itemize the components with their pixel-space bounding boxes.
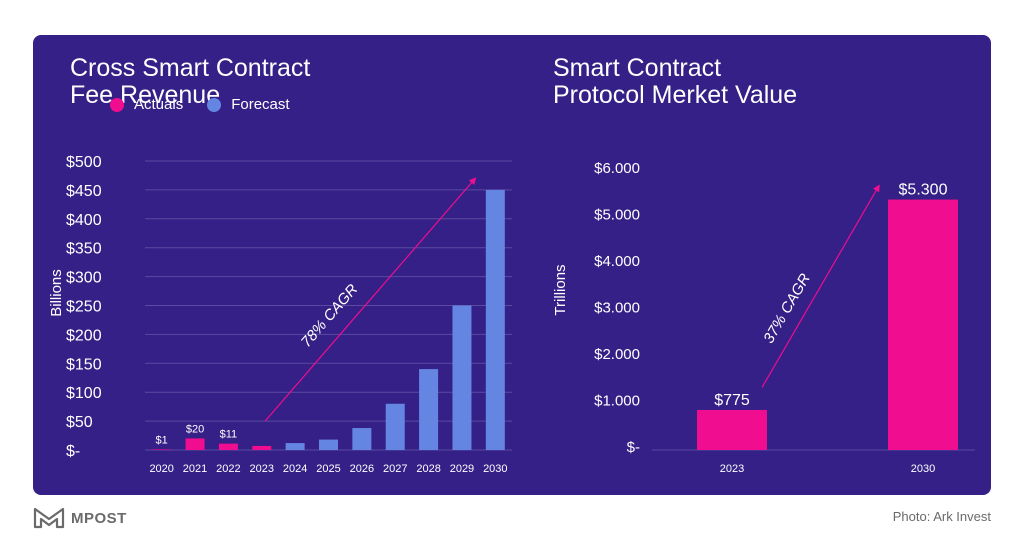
left-ytick-label: $200 [66,327,102,344]
legend-item-actuals: Actuals [110,96,183,113]
left-xtick-label: 2024 [283,463,307,475]
left-ytick-label: $100 [66,385,102,402]
right-data-label: $5.300 [899,182,948,199]
chart-panel [33,35,991,495]
left-ytick-label: $500 [66,154,102,171]
right-xtick-label: 2023 [720,463,744,475]
left-bar-2023 [252,445,272,450]
left-data-label: $1 [156,434,168,446]
brand: MPOST [33,507,127,529]
brand-name: MPOST [71,509,127,527]
left-bar-2027 [385,403,405,450]
right-ytick-label: $1.000 [594,393,640,410]
right-ytick-label: $- [627,439,640,456]
right-title-line-1: Smart Contract [553,54,722,82]
left-data-label: $11 [220,429,238,441]
right-data-label: $775 [714,392,750,409]
left-xtick-label: 2021 [183,463,207,475]
left-y-axis-label: Billions [48,269,65,317]
right-cagr-arrow [761,184,880,388]
left-bar-2029 [452,305,472,450]
left-bar-2021 [185,438,205,450]
right-title-line-2: Protocol Merket Value [553,81,798,109]
left-title-line-2: Fee Revenue [70,81,221,109]
actuals-swatch [110,97,124,112]
left-xtick-label: 2030 [483,463,507,475]
right-ytick-label: $6.000 [594,160,640,177]
left-ytick-label: $450 [66,183,102,200]
left-bar-2026 [352,428,372,450]
right-bar-2030 [888,199,958,450]
left-xtick-label: 2027 [383,463,407,475]
left-ytick-label: $250 [66,299,102,316]
left-data-label: $20 [186,423,204,435]
left-xtick-label: 2029 [450,463,474,475]
left-bar-2024 [285,443,305,450]
legend-item-forecast: Forecast [207,96,290,113]
left-chart-title: Cross Smart Contract Fee Revenue [70,55,310,109]
left-ytick-label: $300 [66,270,102,287]
left-bar-2030 [485,189,505,450]
left-cagr-arrow [264,177,477,422]
right-ytick-label: $2.000 [594,346,640,363]
right-bar-2023 [697,409,767,450]
left-ytick-label: $50 [66,414,93,431]
mpost-logo-icon [33,507,65,529]
legend: Actuals Forecast [110,96,314,113]
legend-label-forecast: Forecast [231,96,290,113]
left-ytick-label: $350 [66,241,102,258]
left-xtick-label: 2020 [149,463,173,475]
right-y-axis-label: Trillions [552,264,569,315]
left-xtick-label: 2022 [216,463,240,475]
right-ytick-label: $3.000 [594,300,640,317]
left-xtick-label: 2023 [250,463,274,475]
left-xtick-label: 2025 [316,463,340,475]
left-bar-2028 [419,369,439,450]
left-ytick-label: $400 [66,212,102,229]
left-ytick-label: $- [66,443,80,460]
left-ytick-label: $150 [66,356,102,373]
left-bar-2022 [218,443,238,450]
right-xtick-label: 2030 [911,463,935,475]
left-bar-2025 [319,439,338,450]
left-cagr-annotation: 78% CAGR [298,281,362,351]
right-chart-title: Smart Contract Protocol Merket Value [553,55,797,109]
photo-credit: Photo: Ark Invest [892,509,991,524]
legend-label-actuals: Actuals [134,96,184,113]
right-cagr-annotation: 37% CAGR [760,271,814,347]
left-title-line-1: Cross Smart Contract [70,54,311,82]
left-xtick-label: 2026 [350,463,374,475]
right-ytick-label: $4.000 [594,253,640,270]
left-xtick-label: 2028 [416,463,440,475]
left-bar-2020 [152,449,172,450]
forecast-swatch [207,97,222,112]
right-ytick-label: $5.000 [594,207,640,224]
